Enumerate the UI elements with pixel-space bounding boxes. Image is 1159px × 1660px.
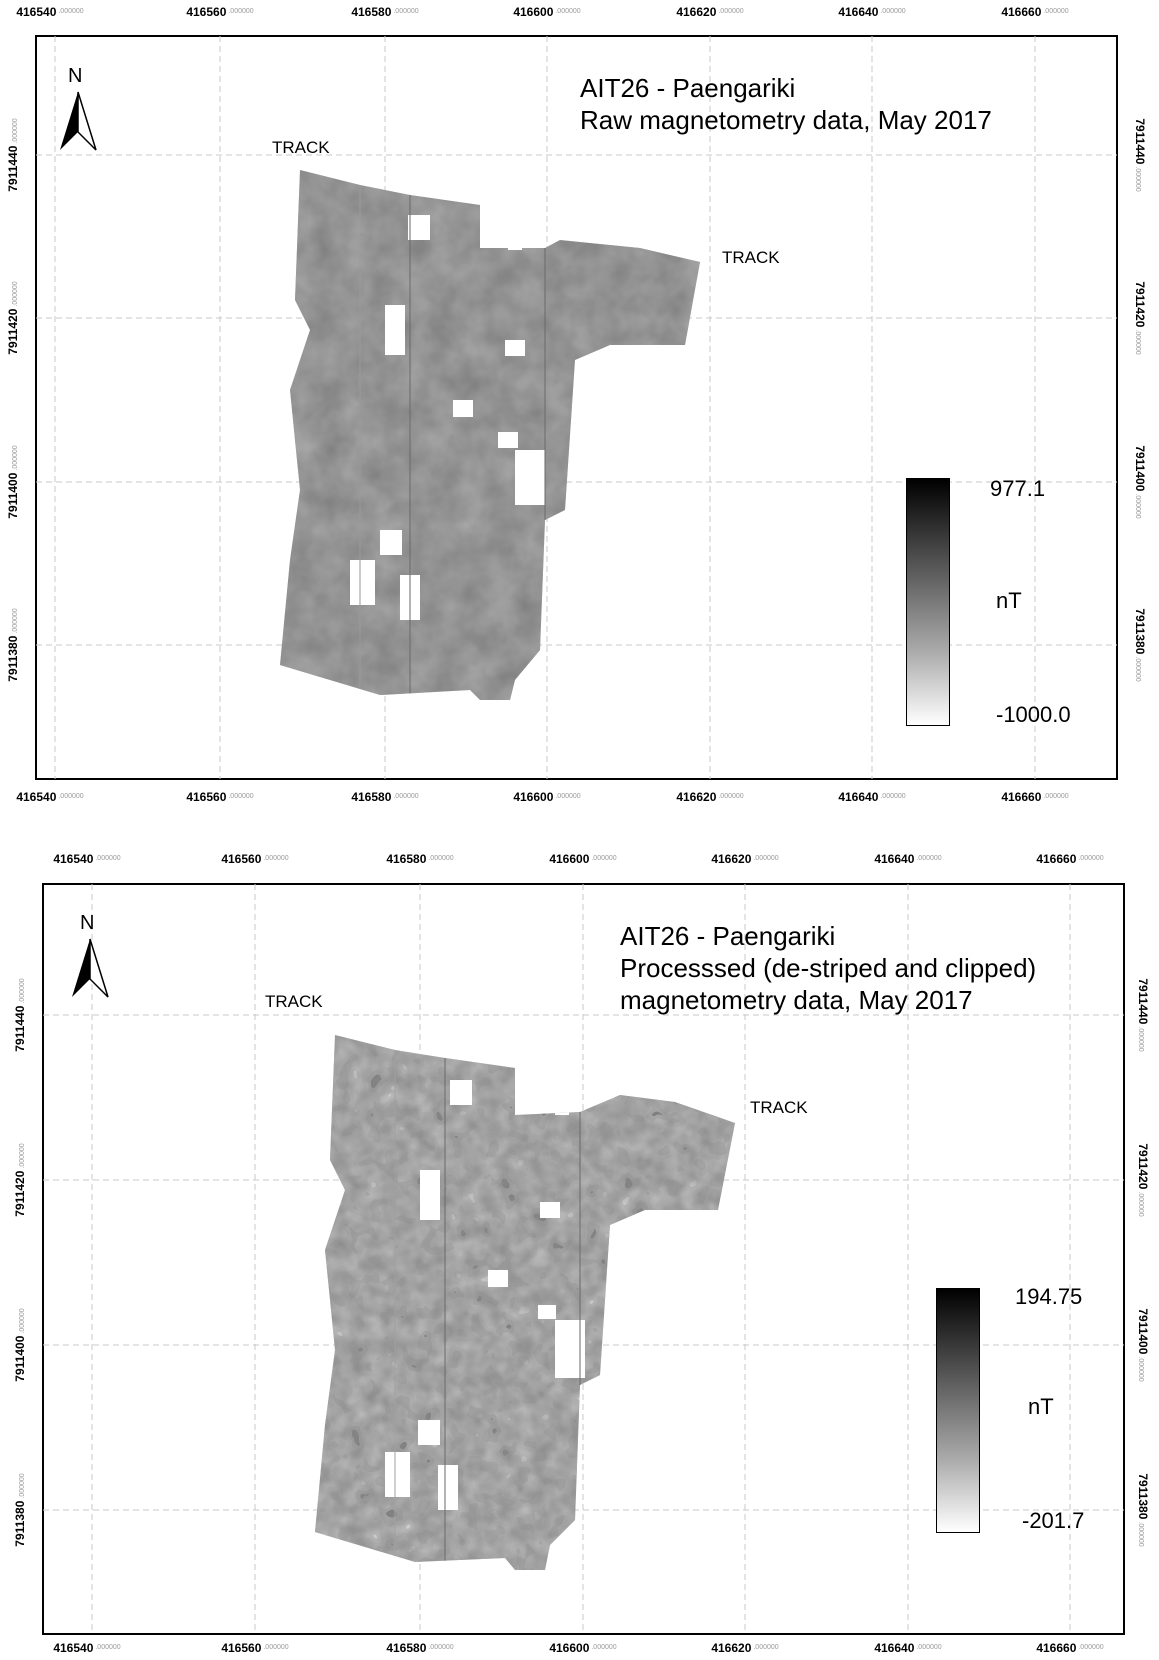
map-panel-processed: 416540.000000 416560.000000 416580.00000…: [0, 840, 1159, 1660]
y-tick-label: 7911400.000000: [1136, 1308, 1150, 1382]
x-tick-label: 416660.000000: [1001, 5, 1069, 19]
track-label: TRACK: [265, 992, 323, 1011]
y-tick-label: 7911400.000000: [6, 445, 20, 519]
x-tick-label: 416620.000000: [676, 5, 744, 19]
y-tick-label: 7911400.000000: [13, 1308, 27, 1382]
x-tick-label: 416640.000000: [874, 1641, 942, 1655]
north-label: N: [68, 65, 83, 87]
x-tick-label: 416560.000000: [186, 790, 254, 804]
legend-max: 194.75: [1015, 1284, 1083, 1309]
y-tick-label: 7911440.000000: [6, 118, 20, 192]
x-tick-label: 416580.000000: [386, 1641, 454, 1655]
graticule: [36, 36, 1117, 779]
x-tick-label: 416560.000000: [186, 5, 254, 19]
map-canvas-raw: [36, 36, 1117, 779]
x-tick-label: 416600.000000: [513, 790, 581, 804]
x-tick-label: 416580.000000: [351, 5, 419, 19]
x-tick-label: 416560.000000: [221, 852, 289, 866]
x-tick-label: 416540.000000: [53, 852, 121, 866]
legend-max: 977.1: [990, 476, 1046, 501]
x-tick-label: 416620.000000: [711, 852, 779, 866]
x-tick-label: 416660.000000: [1001, 790, 1069, 804]
x-tick-label: 416660.000000: [1036, 1641, 1104, 1655]
x-tick-label: 416560.000000: [221, 1641, 289, 1655]
x-tick-label: 416600.000000: [549, 1641, 617, 1655]
y-tick-label: 7911440.000000: [1133, 118, 1147, 192]
y-tick-label: 7911380.000000: [6, 608, 20, 682]
y-tick-label: 7911420.000000: [6, 281, 20, 355]
y-tick-label: 7911420.000000: [1136, 1143, 1150, 1217]
x-tick-label: 416580.000000: [386, 852, 454, 866]
map-canvas-processed: [43, 884, 1124, 1634]
y-tick-label: 7911420.000000: [13, 1143, 27, 1217]
x-tick-label: 416620.000000: [711, 1641, 779, 1655]
north-label: N: [80, 912, 95, 934]
legend-min: -201.7: [1022, 1508, 1085, 1533]
y-tick-label: 7911440.000000: [1136, 978, 1150, 1052]
map-panel-raw: 416540.000000 416560.000000 416580.00000…: [0, 0, 1159, 804]
legend-min: -1000.0: [996, 702, 1071, 727]
legend-unit: nT: [996, 588, 1022, 613]
x-tick-label: 416620.000000: [676, 790, 744, 804]
track-label: TRACK: [722, 248, 780, 267]
x-tick-label: 416640.000000: [838, 5, 906, 19]
x-tick-label: 416640.000000: [874, 852, 942, 866]
legend-colorbar: [936, 1288, 980, 1533]
north-arrow-icon: [72, 938, 109, 998]
north-arrow-icon: [60, 91, 97, 151]
magnetometry-raster-raw: [280, 170, 700, 700]
legend-colorbar: [906, 478, 950, 726]
x-tick-label: 416540.000000: [16, 790, 84, 804]
y-tick-label: 7911380.000000: [1136, 1473, 1150, 1547]
x-tick-label: 416660.000000: [1036, 852, 1104, 866]
y-tick-label: 7911380.000000: [1133, 608, 1147, 682]
magnetometry-raster-processed: [315, 1035, 735, 1570]
x-tick-label: 416600.000000: [513, 5, 581, 19]
map-title: AIT26 - Paengariki Processsed (de-stripe…: [620, 921, 1037, 1015]
y-tick-label: 7911380.000000: [13, 1473, 27, 1547]
legend-unit: nT: [1028, 1394, 1054, 1419]
x-tick-label: 416540.000000: [53, 1641, 121, 1655]
x-tick-label: 416640.000000: [838, 790, 906, 804]
track-label: TRACK: [750, 1098, 808, 1117]
y-tick-label: 7911420.000000: [1133, 281, 1147, 355]
y-tick-label: 7911440.000000: [13, 978, 27, 1052]
x-tick-label: 416580.000000: [351, 790, 419, 804]
track-label: TRACK: [272, 138, 330, 157]
y-tick-label: 7911400.000000: [1133, 445, 1147, 519]
x-tick-label: 416600.000000: [549, 852, 617, 866]
x-tick-label: 416540.000000: [16, 5, 84, 19]
map-title: AIT26 - Paengariki Raw magnetometry data…: [580, 73, 992, 135]
